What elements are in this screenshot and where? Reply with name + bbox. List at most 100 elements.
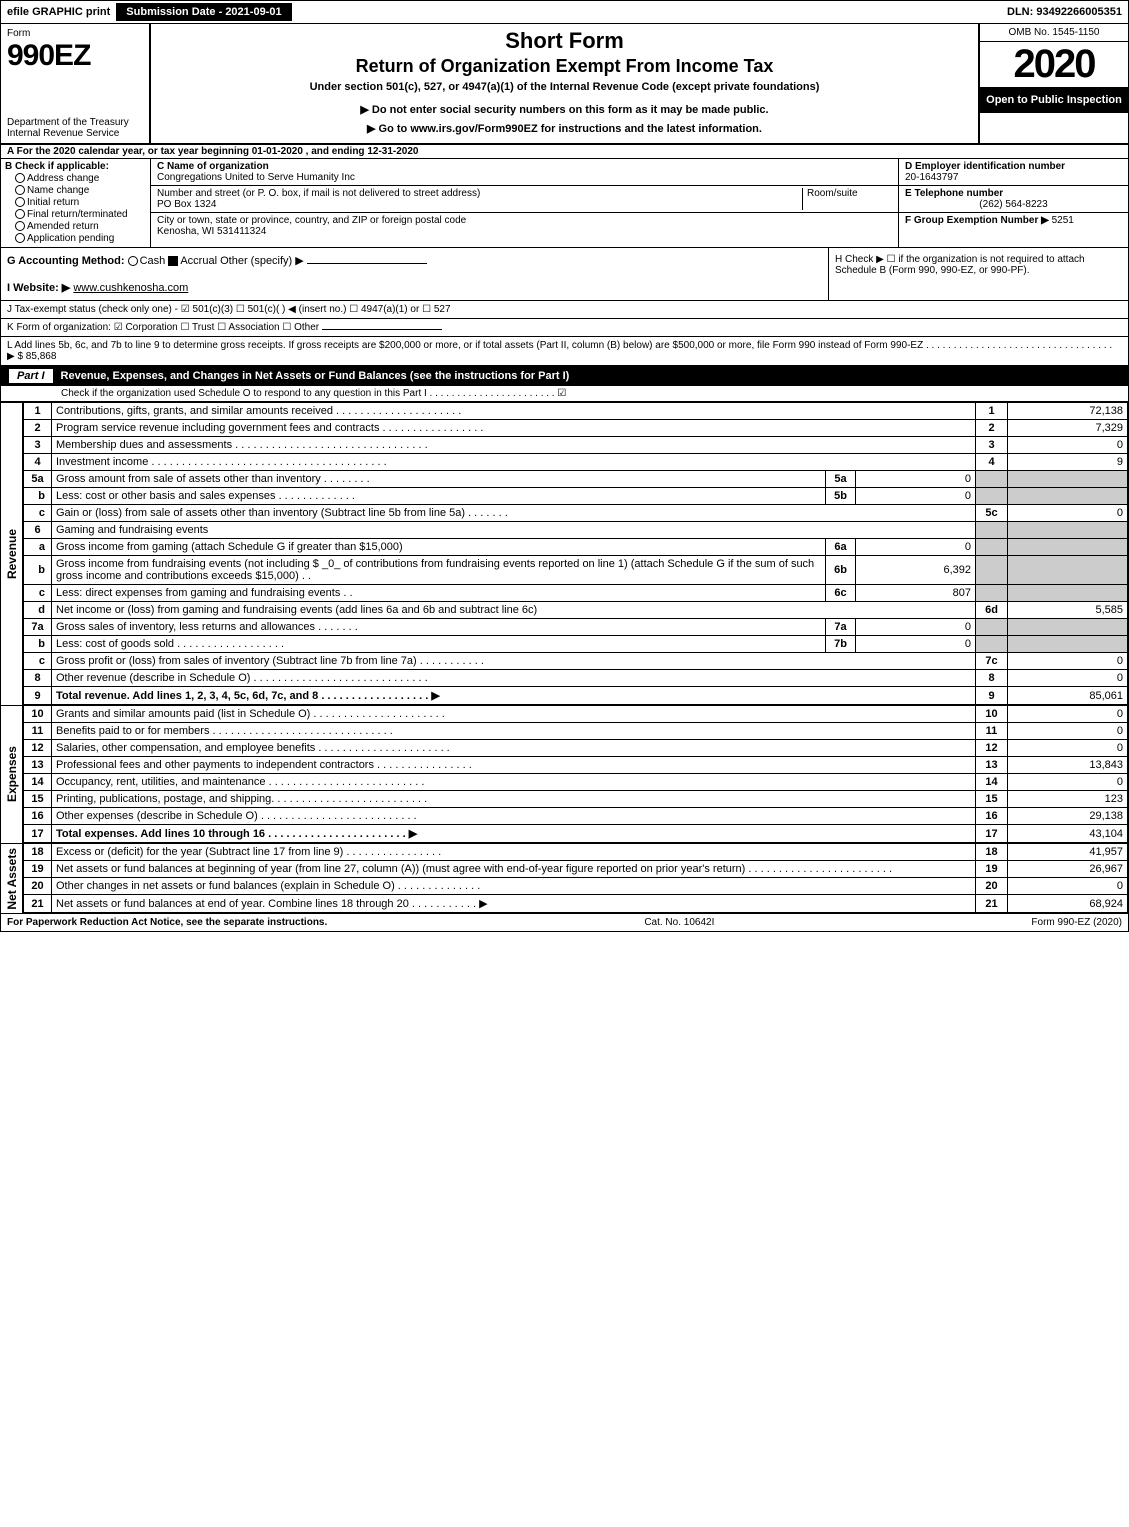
group-label: F Group Exemption Number ▶ [905, 215, 1049, 226]
line-4: 4Investment income . . . . . . . . . . .… [24, 454, 1128, 471]
line-2: 2Program service revenue including gover… [24, 420, 1128, 437]
line-6d: dNet income or (loss) from gaming and fu… [24, 602, 1128, 619]
line-19: 19Net assets or fund balances at beginni… [24, 861, 1128, 878]
expenses-section: Expenses 10Grants and similar amounts pa… [1, 705, 1128, 843]
group-exemption-cell: F Group Exemption Number ▶ 5251 [899, 213, 1128, 228]
org-name-cell: C Name of organization Congregations Uni… [151, 159, 898, 186]
check-address-change[interactable]: Address change [15, 173, 146, 184]
website-link[interactable]: www.cushkenosha.com [73, 282, 188, 294]
other-specify-input[interactable] [307, 263, 427, 264]
street-cell: Number and street (or P. O. box, if mail… [151, 186, 898, 213]
expenses-vlabel: Expenses [5, 746, 19, 802]
header-right: OMB No. 1545-1150 2020 Open to Public In… [978, 24, 1128, 143]
phone-label: E Telephone number [905, 188, 1122, 199]
check-application-pending[interactable]: Application pending [15, 233, 146, 244]
ein-value: 20-1643797 [905, 172, 1122, 183]
line-9: 9Total revenue. Add lines 1, 2, 3, 4, 5c… [24, 687, 1128, 705]
line-7b: bLess: cost of goods sold . . . . . . . … [24, 636, 1128, 653]
ssn-warning: ▶ Do not enter social security numbers o… [159, 103, 970, 116]
line-18: 18Excess or (deficit) for the year (Subt… [24, 844, 1128, 861]
netassets-section: Net Assets 18Excess or (deficit) for the… [1, 843, 1128, 913]
website-row: I Website: ▶ www.cushkenosha.com [7, 281, 822, 294]
revenue-section: Revenue 1Contributions, gifts, grants, a… [1, 402, 1128, 705]
department-label: Department of the Treasury Internal Reve… [7, 117, 143, 139]
footer-right: Form 990-EZ (2020) [1031, 917, 1122, 928]
line-21: 21Net assets or fund balances at end of … [24, 895, 1128, 913]
check-amended[interactable]: Amended return [15, 221, 146, 232]
col-def: D Employer identification number 20-1643… [898, 159, 1128, 247]
cash-radio[interactable] [128, 256, 138, 266]
line-15: 15Printing, publications, postage, and s… [24, 791, 1128, 808]
efile-label: efile GRAPHIC print [1, 4, 116, 20]
part-1-title: Revenue, Expenses, and Changes in Net As… [61, 370, 570, 382]
line-6b: bGross income from fundraising events (n… [24, 556, 1128, 585]
street-value: PO Box 1324 [157, 199, 802, 210]
expenses-vlabel-col: Expenses [1, 705, 23, 843]
omb-number: OMB No. 1545-1150 [980, 24, 1128, 42]
line-7a: 7aGross sales of inventory, less returns… [24, 619, 1128, 636]
form-word: Form [7, 28, 143, 39]
other-org-input[interactable] [322, 329, 442, 330]
line-16: 16Other expenses (describe in Schedule O… [24, 808, 1128, 825]
submission-date-button[interactable]: Submission Date - 2021-09-01 [116, 3, 291, 21]
group-value: 5251 [1052, 215, 1074, 226]
goto-link[interactable]: ▶ Go to www.irs.gov/Form990EZ for instru… [159, 122, 970, 135]
ein-label: D Employer identification number [905, 161, 1122, 172]
org-name-label: C Name of organization [157, 161, 892, 172]
check-name-change[interactable]: Name change [15, 185, 146, 196]
form-990ez-page: efile GRAPHIC print Submission Date - 20… [0, 0, 1129, 932]
line-14: 14Occupancy, rent, utilities, and mainte… [24, 774, 1128, 791]
city-label: City or town, state or province, country… [157, 215, 892, 226]
line-5b: bLess: cost or other basis and sales exp… [24, 488, 1128, 505]
phone-value: (262) 564-8223 [905, 199, 1122, 210]
open-to-public: Open to Public Inspection [980, 87, 1128, 113]
topbar: efile GRAPHIC print Submission Date - 20… [1, 1, 1128, 24]
line-6: 6Gaming and fundraising events [24, 522, 1128, 539]
revenue-vlabel: Revenue [5, 529, 19, 579]
row-k-org-form: K Form of organization: ☑ Corporation ☐ … [1, 319, 1128, 337]
room-suite-label: Room/suite [802, 188, 892, 210]
row-l-gross-receipts: L Add lines 5b, 6c, and 7b to line 9 to … [1, 337, 1128, 366]
form-number: 990EZ [7, 39, 143, 73]
line-12: 12Salaries, other compensation, and empl… [24, 740, 1128, 757]
line-13: 13Professional fees and other payments t… [24, 757, 1128, 774]
block-bcdef: B Check if applicable: Address change Na… [1, 159, 1128, 248]
accrual-check[interactable] [168, 256, 178, 266]
title-short-form: Short Form [159, 28, 970, 54]
line-5c: cGain or (loss) from sale of assets othe… [24, 505, 1128, 522]
col-b-header: B Check if applicable: [5, 161, 146, 172]
header-left: Form 990EZ Department of the Treasury In… [1, 24, 151, 143]
title-return: Return of Organization Exempt From Incom… [159, 56, 970, 77]
dln-label: DLN: 93492266005351 [1007, 6, 1128, 18]
line-1: 1Contributions, gifts, grants, and simil… [24, 403, 1128, 420]
subtitle: Under section 501(c), 527, or 4947(a)(1)… [159, 81, 970, 93]
line-17: 17Total expenses. Add lines 10 through 1… [24, 825, 1128, 843]
check-final-return[interactable]: Final return/terminated [15, 209, 146, 220]
revenue-vlabel-col: Revenue [1, 402, 23, 705]
line-3: 3Membership dues and assessments . . . .… [24, 437, 1128, 454]
netassets-table: 18Excess or (deficit) for the year (Subt… [23, 843, 1128, 913]
ein-cell: D Employer identification number 20-1643… [899, 159, 1128, 186]
expenses-table: 10Grants and similar amounts paid (list … [23, 705, 1128, 843]
row-g-left: G Accounting Method: Cash Accrual Other … [1, 248, 828, 300]
netassets-vlabel-col: Net Assets [1, 843, 23, 913]
row-h-text: H Check ▶ ☐ if the organization is not r… [835, 254, 1085, 276]
part-1-sub: Check if the organization used Schedule … [1, 386, 1128, 402]
check-initial-return[interactable]: Initial return [15, 197, 146, 208]
city-value: Kenosha, WI 531411324 [157, 226, 892, 237]
row-g-h: G Accounting Method: Cash Accrual Other … [1, 248, 1128, 301]
form-header: Form 990EZ Department of the Treasury In… [1, 24, 1128, 145]
header-center: Short Form Return of Organization Exempt… [151, 24, 978, 143]
page-footer: For Paperwork Reduction Act Notice, see … [1, 913, 1128, 931]
row-a-tax-period: A For the 2020 calendar year, or tax yea… [1, 145, 1128, 159]
line-11: 11Benefits paid to or for members . . . … [24, 723, 1128, 740]
part-1-num: Part I [9, 369, 53, 383]
line-7c: cGross profit or (loss) from sales of in… [24, 653, 1128, 670]
part-1-header: Part I Revenue, Expenses, and Changes in… [1, 366, 1128, 386]
row-j-tax-status: J Tax-exempt status (check only one) - ☑… [1, 301, 1128, 319]
org-name: Congregations United to Serve Humanity I… [157, 172, 892, 183]
line-6a: aGross income from gaming (attach Schedu… [24, 539, 1128, 556]
line-20: 20Other changes in net assets or fund ba… [24, 878, 1128, 895]
netassets-vlabel: Net Assets [5, 848, 19, 910]
tax-year: 2020 [980, 42, 1128, 87]
